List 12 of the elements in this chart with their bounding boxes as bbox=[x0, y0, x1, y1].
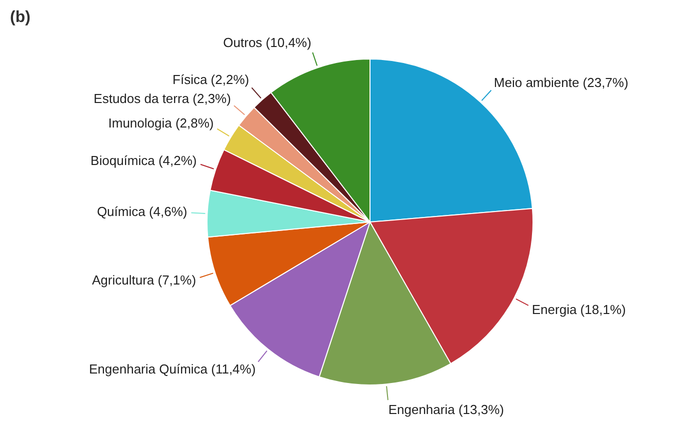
slice-label: Agricultura (7,1%) bbox=[92, 272, 196, 288]
slice-label: Imunologia (2,8%) bbox=[108, 116, 214, 131]
slice-label: Energia (18,1%) bbox=[532, 302, 626, 318]
slice-label: Meio ambiente (23,7%) bbox=[494, 74, 628, 90]
slice-label: Engenharia (13,3%) bbox=[388, 402, 504, 418]
slice-label: Bioquímica (4,2%) bbox=[90, 153, 197, 168]
slice-label: Física (2,2%) bbox=[172, 72, 250, 88]
slice-label: Química (4,6%) bbox=[96, 204, 188, 220]
slice-label: Estudos da terra (2,3%) bbox=[94, 91, 231, 106]
slice-label: Outros (10,4%) bbox=[223, 34, 312, 50]
chart-title: (b) bbox=[10, 9, 30, 26]
slice-label: Engenharia Química (11,4%) bbox=[88, 362, 256, 377]
